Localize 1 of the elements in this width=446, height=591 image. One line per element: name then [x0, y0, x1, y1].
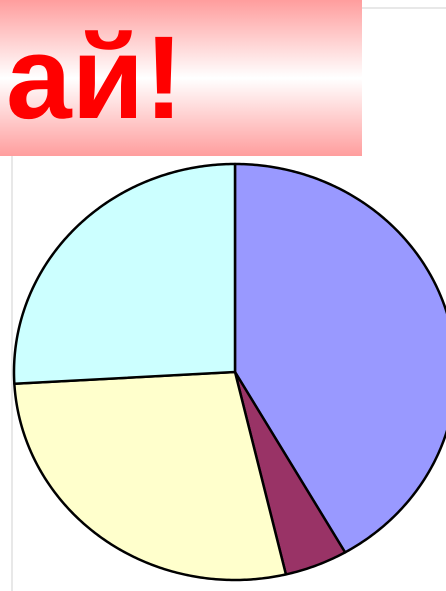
chart-title: ай!: [6, 12, 184, 144]
